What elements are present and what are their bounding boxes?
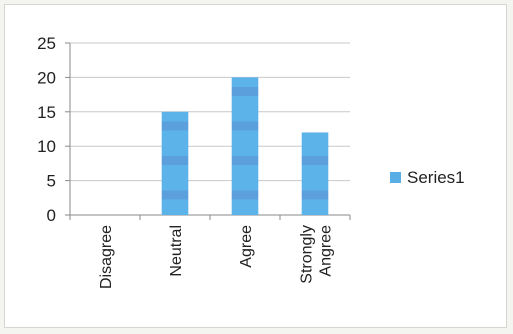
- bar-agree: [231, 77, 259, 216]
- legend-swatch-series1: [390, 172, 401, 183]
- x-tick-label: Agree: [238, 225, 255, 268]
- legend-label-series1: Series1: [407, 168, 465, 187]
- category-labels: Disagree Neutral Agree Strongly Angree: [98, 225, 335, 289]
- x-tick-label: Neutral: [168, 225, 185, 277]
- x-tick-label: Angree: [318, 225, 335, 277]
- bar-chart: 0 5 10 15 20 25 Disagree Neutral Agree Strongly A…: [37, 34, 465, 289]
- chart-frame: 0 5 10 15 20 25 Disagree Neutral Agree Strongly A…: [4, 4, 507, 328]
- y-tick-label: 5: [47, 172, 56, 191]
- y-tick-label: 25: [37, 34, 56, 53]
- y-tick-label: 15: [37, 103, 56, 122]
- x-tick-label: Disagree: [98, 225, 115, 289]
- y-tick-labels: 0 5 10 15 20 25: [37, 34, 56, 225]
- bar-strongly-angree: [301, 132, 329, 215]
- bar-neutral: [161, 111, 189, 215]
- y-tick-label: 0: [47, 206, 56, 225]
- bars: [161, 77, 329, 216]
- x-tick-label: Strongly: [299, 225, 316, 284]
- y-tick-label: 10: [37, 137, 56, 156]
- legend: Series1: [390, 168, 465, 187]
- y-tick-label: 20: [37, 68, 56, 87]
